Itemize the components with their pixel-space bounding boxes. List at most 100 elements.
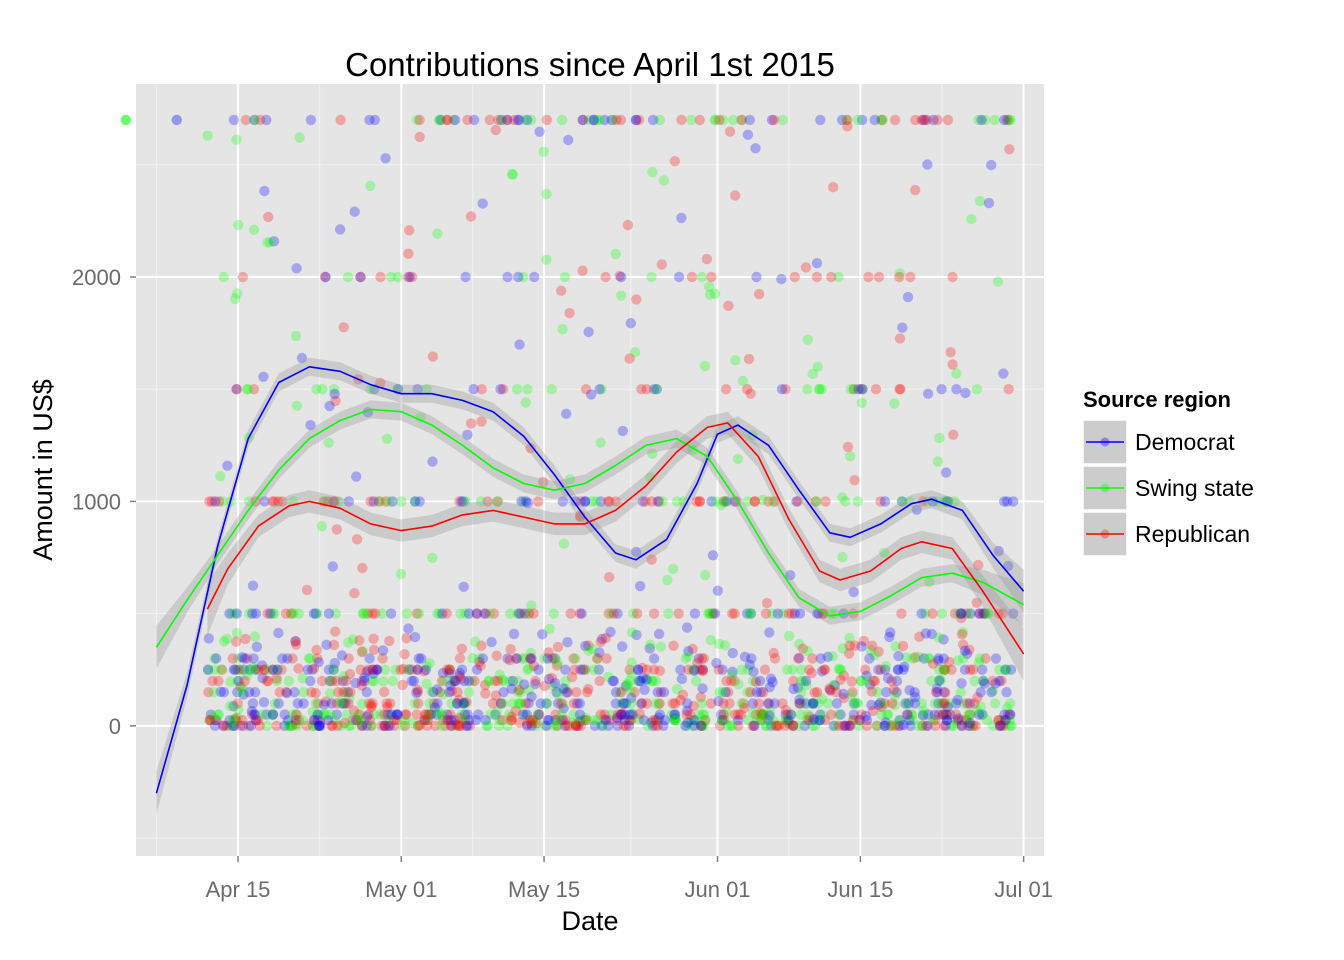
data-point	[247, 608, 258, 619]
data-point	[325, 709, 336, 720]
data-point	[896, 496, 908, 507]
data-point	[371, 664, 383, 675]
data-point	[395, 664, 406, 675]
data-point	[691, 496, 702, 507]
data-point	[787, 664, 798, 675]
data-point	[454, 496, 465, 507]
data-point	[465, 211, 477, 222]
data-point	[604, 715, 615, 726]
data-point	[462, 709, 473, 720]
data-point	[894, 271, 905, 283]
data-point	[380, 496, 391, 507]
data-point	[384, 720, 395, 731]
data-point	[446, 675, 458, 687]
x-tick-label: Jul 01	[994, 877, 1053, 902]
data-point	[530, 720, 541, 731]
legend-key-point	[1100, 483, 1110, 493]
data-point	[673, 608, 684, 619]
data-point	[724, 698, 735, 709]
data-point	[837, 492, 848, 503]
data-point	[306, 687, 317, 698]
data-point	[259, 664, 270, 675]
data-point	[855, 384, 867, 395]
data-point	[273, 496, 284, 507]
data-point	[647, 448, 658, 459]
data-point	[707, 550, 719, 561]
data-point	[745, 687, 756, 698]
data-point	[534, 126, 545, 137]
data-point	[866, 699, 877, 711]
data-point	[463, 687, 475, 698]
data-point	[638, 715, 650, 726]
data-point	[505, 608, 516, 619]
data-point	[204, 496, 215, 507]
data-point	[941, 715, 953, 726]
data-point	[826, 709, 837, 720]
data-point	[329, 496, 340, 507]
data-point	[976, 709, 988, 720]
data-point	[932, 456, 944, 467]
data-point	[326, 675, 338, 687]
data-point	[1003, 114, 1014, 126]
data-point	[446, 720, 457, 731]
data-point	[550, 715, 561, 726]
data-point	[460, 271, 471, 283]
data-point	[958, 653, 969, 664]
data-point	[557, 324, 568, 335]
data-point	[379, 686, 390, 698]
data-point	[873, 699, 884, 710]
data-point	[535, 698, 546, 709]
data-point	[907, 653, 918, 664]
data-point	[520, 698, 531, 709]
data-point	[933, 698, 944, 709]
data-point	[895, 720, 906, 731]
data-point	[809, 720, 821, 731]
data-point	[414, 719, 426, 731]
data-point	[728, 114, 739, 126]
data-point	[624, 675, 635, 687]
data-point	[835, 709, 846, 720]
data-point	[690, 715, 701, 726]
data-point	[730, 355, 741, 366]
data-point	[328, 496, 339, 507]
data-point	[258, 371, 269, 382]
data-point	[543, 647, 554, 658]
data-point	[343, 653, 354, 664]
data-point	[541, 114, 552, 126]
data-point	[944, 709, 956, 720]
data-point	[971, 597, 982, 608]
data-point	[514, 339, 525, 350]
data-point	[530, 715, 541, 726]
data-point	[449, 715, 460, 726]
data-point	[595, 636, 606, 648]
data-point	[932, 114, 943, 126]
data-point	[520, 397, 531, 408]
data-point	[870, 384, 882, 395]
data-point	[573, 720, 584, 731]
data-point	[482, 496, 493, 507]
data-point	[345, 720, 357, 731]
data-point	[262, 608, 273, 619]
data-point	[312, 698, 324, 709]
data-point	[854, 715, 865, 726]
data-point	[504, 654, 515, 666]
data-point	[279, 720, 290, 731]
data-point	[511, 653, 522, 664]
data-point	[807, 715, 818, 726]
data-point	[950, 709, 962, 720]
data-point	[305, 675, 316, 687]
data-point	[972, 692, 983, 703]
data-point	[633, 114, 645, 126]
data-point	[764, 710, 775, 721]
data-point	[376, 720, 387, 731]
data-point	[965, 709, 976, 720]
data-point	[673, 271, 685, 283]
data-point	[653, 712, 664, 723]
data-point	[978, 675, 989, 687]
data-point	[341, 709, 352, 720]
data-point	[963, 720, 974, 731]
data-point	[863, 271, 874, 283]
data-point	[497, 715, 508, 726]
data-point	[814, 384, 825, 395]
data-point	[612, 712, 623, 724]
